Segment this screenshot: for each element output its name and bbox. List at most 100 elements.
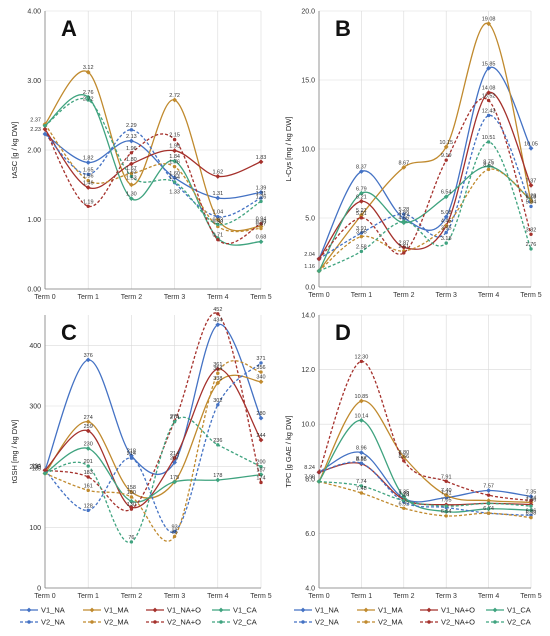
- panel-D: 4.0 6.0 8.0 10.0 12.0 14.0 Term 0 Term 1 Term 2 T…: [284, 313, 542, 601]
- data-label: 280: [256, 411, 265, 417]
- data-point: [129, 540, 134, 544]
- data-label: 3.91: [356, 226, 367, 232]
- data-label: 1.31: [256, 191, 267, 197]
- series-line-V1_NA: [318, 66, 532, 260]
- data-label: 15.85: [482, 61, 496, 67]
- data-point: [258, 239, 264, 245]
- data-label: 158: [127, 485, 136, 491]
- data-point: [129, 495, 134, 499]
- data-label: 8.52: [483, 162, 494, 168]
- data-label: 6.74: [483, 506, 494, 512]
- y-tick-label: 15.0: [301, 78, 315, 85]
- y-axis-title: tASC [g / kg DW]: [10, 122, 19, 179]
- x-tick-label: Term 5: [250, 294, 272, 301]
- data-label: 7.90: [304, 475, 315, 481]
- data-point: [172, 164, 177, 169]
- series-line-V2_CA: [318, 480, 532, 507]
- data-label: 274: [170, 415, 179, 421]
- data-label: 6.58: [526, 511, 537, 517]
- data-label: 3.82: [526, 227, 537, 233]
- data-point: [402, 251, 406, 255]
- legend: V1_NA V1_MA V1_NA+O V1_CA V2_NA V2_MA V2_NA+O V…: [294, 606, 531, 627]
- data-label: 10.15: [439, 140, 453, 146]
- legend-label: V1_MA: [378, 606, 403, 615]
- data-label: 19.08: [482, 17, 496, 23]
- data-point: [85, 94, 91, 100]
- data-label: 6.54: [441, 190, 452, 196]
- y-axis-title: TPC [g GAE / kg DW]: [284, 415, 293, 487]
- data-label: 0.68: [256, 235, 267, 241]
- series-line-V1_CA: [318, 419, 532, 513]
- data-point: [486, 493, 491, 497]
- data-label: 3.65: [356, 230, 367, 236]
- data-point: [259, 361, 263, 365]
- data-label: 1.53: [126, 176, 137, 182]
- data-point: [172, 148, 178, 154]
- y-tick-label: 3.00: [27, 78, 41, 85]
- y-tick-label: 6.0: [305, 531, 315, 538]
- data-point: [86, 172, 90, 177]
- data-point: [444, 223, 448, 228]
- data-point: [486, 98, 491, 103]
- x-tick-label: Term 2: [393, 593, 415, 600]
- y-tick-label: 8.0: [305, 476, 315, 483]
- data-label: 1.62: [126, 169, 137, 175]
- data-label: 1.30: [126, 192, 137, 198]
- data-point: [486, 113, 491, 118]
- data-point: [401, 215, 407, 221]
- data-label: 12.43: [482, 108, 496, 114]
- data-label: 1.54: [169, 175, 180, 181]
- x-tick-label: Term 0: [34, 294, 56, 301]
- x-tick-label: Term 1: [351, 593, 373, 600]
- data-point: [358, 169, 364, 174]
- data-label: 1.46: [83, 181, 94, 187]
- data-point: [358, 190, 364, 196]
- data-label: 178: [213, 473, 222, 479]
- data-point: [43, 468, 47, 473]
- data-label: 7.37: [526, 178, 537, 184]
- legend-marker: [152, 607, 158, 613]
- data-point: [259, 480, 263, 485]
- series-line-V1_NA: [44, 133, 262, 200]
- x-tick-label: Term 5: [250, 593, 272, 600]
- data-point: [359, 484, 364, 488]
- data-label: 4.99: [398, 211, 409, 217]
- data-label: 2.04: [304, 252, 315, 258]
- data-point: [86, 178, 90, 183]
- data-label: 259: [84, 424, 93, 430]
- data-label: 0.93: [212, 217, 223, 223]
- data-label: 128: [84, 503, 93, 509]
- data-point: [529, 204, 533, 209]
- y-tick-label: 0: [37, 586, 41, 593]
- data-label: 1.83: [256, 155, 267, 161]
- data-label: 0.71: [212, 233, 223, 239]
- panel-letter: C: [61, 320, 77, 345]
- x-tick-label: Term 3: [435, 593, 457, 600]
- data-label: 6.64: [441, 509, 452, 515]
- series-line-V2_NA: [44, 362, 262, 533]
- x-tick-label: Term 1: [77, 294, 99, 301]
- series-line-V2_NA+O: [44, 128, 262, 245]
- y-axis-title: L-Cys [mg / kg DW]: [284, 116, 293, 181]
- x-tick-label: Term 2: [121, 593, 143, 600]
- data-point: [129, 151, 134, 155]
- data-point: [216, 215, 220, 219]
- data-label: 2.37: [30, 117, 41, 123]
- x-tick-label: Term 2: [121, 294, 143, 301]
- panel-letter: A: [61, 16, 77, 41]
- legend-marker: [493, 620, 497, 624]
- panel-A: 0.00 1.00 2.00 3.00 4.00 Term 0 Term 1 Term 2 Te…: [10, 9, 272, 302]
- data-point: [359, 216, 364, 220]
- y-tick-label: 0.00: [27, 287, 41, 294]
- panel-C: 0 100 200 300 400 Term 0 Term 1 Term 2 Term 3 Ter…: [10, 307, 272, 600]
- data-label: 14.08: [482, 86, 496, 92]
- data-point: [528, 182, 534, 188]
- data-label: 1.33: [169, 190, 180, 196]
- legend-marker: [153, 620, 157, 624]
- legend-marker: [219, 620, 223, 624]
- data-point: [444, 230, 448, 235]
- legend-marker: [26, 607, 32, 613]
- series-line-V1_NA: [318, 451, 532, 503]
